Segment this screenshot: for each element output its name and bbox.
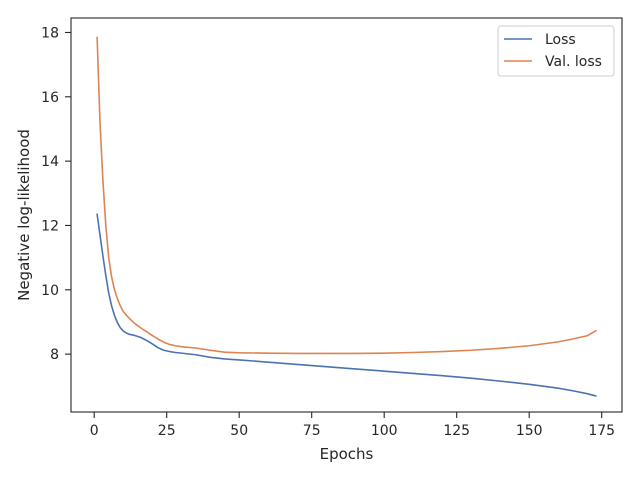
x-tick-label: 175: [588, 423, 615, 439]
y-tick-label: 12: [41, 218, 59, 234]
y-tick-label: 8: [50, 347, 59, 363]
legend: Loss Val. loss: [497, 25, 615, 77]
plot-frame: [70, 17, 623, 413]
x-axis-ticks: 0 25 50 75 100 125 150 175: [90, 412, 615, 439]
x-tick-label: 100: [371, 423, 398, 439]
x-tick-label: 25: [158, 423, 176, 439]
y-axis-ticks: 8 10 12 14 16 18: [41, 25, 71, 363]
legend-label: Loss: [545, 32, 576, 48]
x-tick-label: 75: [303, 423, 321, 439]
series-layer: [96, 36, 597, 397]
x-tick-label: 0: [90, 423, 99, 439]
y-tick-label: 10: [41, 283, 59, 299]
y-tick-label: 16: [41, 90, 59, 106]
y-tick-label: 14: [41, 154, 59, 170]
series-line-val-loss: [96, 36, 597, 355]
series-line-loss: [96, 213, 597, 397]
x-tick-label: 150: [516, 423, 543, 439]
legend-label: Val. loss: [545, 54, 602, 70]
y-tick-label: 18: [41, 25, 59, 41]
x-axis-label: Epochs: [320, 445, 374, 463]
x-tick-label: 125: [443, 423, 470, 439]
y-axis-label: Negative log-likelihood: [15, 129, 33, 301]
x-tick-label: 50: [230, 423, 248, 439]
